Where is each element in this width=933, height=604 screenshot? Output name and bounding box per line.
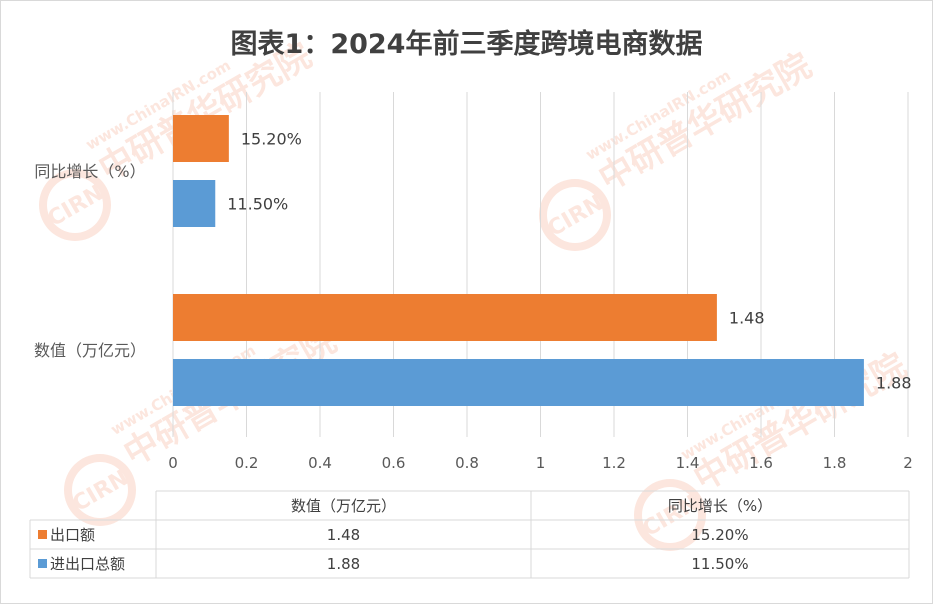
x-tick-label: 0.8 <box>455 454 479 472</box>
watermark-logo-circle <box>539 179 611 251</box>
legend-swatch <box>38 559 47 568</box>
x-tick-label: 0.6 <box>382 454 406 472</box>
data-label: 11.50% <box>227 195 288 214</box>
table-header: 数值（万亿元） <box>291 497 396 515</box>
watermark-logo-circle <box>64 454 136 526</box>
bar <box>173 359 864 406</box>
x-tick-label: 1 <box>536 454 546 472</box>
data-label: 1.48 <box>729 309 765 328</box>
bar <box>173 294 717 341</box>
y-category-label: 数值（万亿元） <box>34 341 146 360</box>
x-tick-label: 0.4 <box>308 454 332 472</box>
x-tick-label: 1.6 <box>749 454 773 472</box>
bar <box>173 115 229 162</box>
bar <box>173 180 216 227</box>
watermark-logo-inner <box>47 177 103 233</box>
watermark-logo-inner <box>72 462 128 518</box>
x-tick-label: 2 <box>903 454 913 472</box>
x-tick-label: 1.8 <box>823 454 847 472</box>
table-header: 同比增长（%） <box>668 497 772 515</box>
x-tick-label: 0 <box>168 454 178 472</box>
watermark-logo-circle <box>39 169 111 241</box>
legend-swatch <box>38 530 47 539</box>
data-label: 1.88 <box>876 374 912 393</box>
x-tick-label: 1.2 <box>602 454 626 472</box>
data-label: 15.20% <box>241 130 302 149</box>
table-cell: 11.50% <box>691 555 748 573</box>
legend-entry: 出口额 <box>50 526 95 544</box>
watermark-logo-inner <box>642 487 698 543</box>
watermark-logo-inner <box>547 187 603 243</box>
watermark-logo-circle <box>634 479 706 551</box>
table-cell: 1.88 <box>327 555 360 573</box>
y-category-label: 同比增长（%） <box>34 162 145 181</box>
table-cell: 1.48 <box>327 526 360 544</box>
data-table: 数值（万亿元） 同比增长（%） 出口额 1.48 15.20% 进出口总额 1.88 11.5… <box>29 490 910 579</box>
legend-entry: 进出口总额 <box>50 555 125 573</box>
x-tick-label: 1.4 <box>676 454 700 472</box>
table-cell: 15.20% <box>691 526 748 544</box>
x-tick-label: 0.2 <box>235 454 259 472</box>
chart-title: 图表1：2024年前三季度跨境电商数据 <box>230 29 703 60</box>
watermark-layer: CIRN中研普华研究院www.ChinaIRN.comCIRN中研普华研究院ww… <box>39 36 913 551</box>
